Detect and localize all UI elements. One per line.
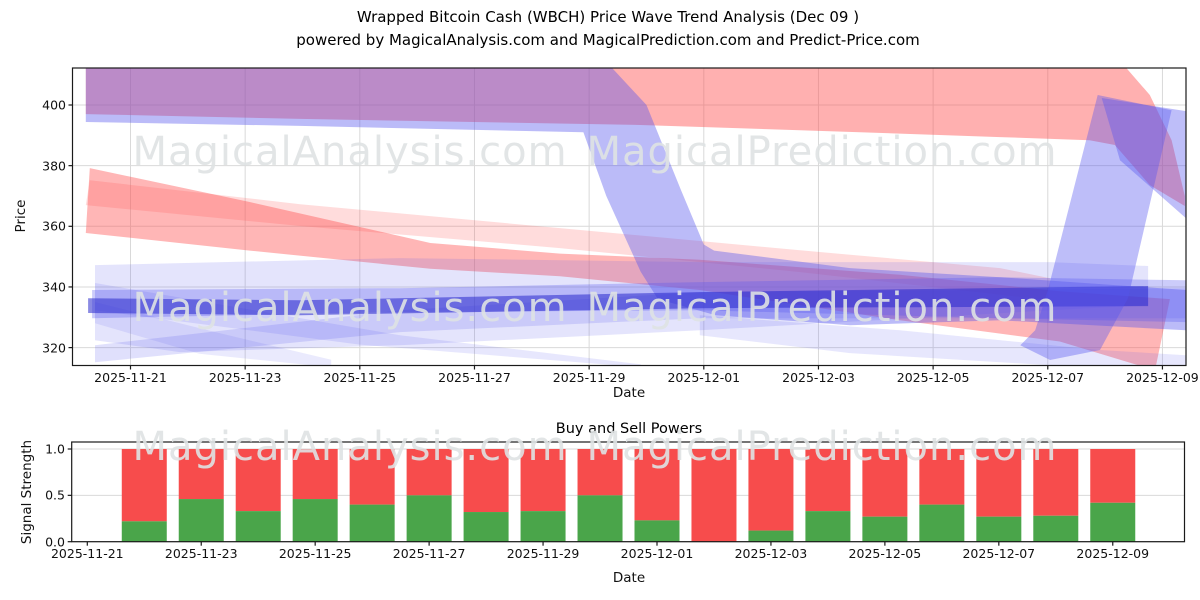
price-xtick-2025-11-25: 2025-11-25 — [323, 370, 397, 385]
sell-bar-2025-12-01 — [634, 449, 680, 521]
price-y-axis-label: Price — [13, 199, 29, 233]
band-blue-desc-light — [95, 283, 641, 366]
buy-bar-2025-11-24 — [235, 511, 281, 542]
buy-bar-2025-11-27 — [406, 495, 452, 542]
sell-bar-2025-12-02 — [691, 449, 737, 542]
signal-y-axis-label: Signal Strength — [19, 439, 35, 545]
power-xtick-2025-12-03: 2025-12-03 — [734, 546, 808, 561]
price-xtick-2025-12-09: 2025-12-09 — [1126, 370, 1199, 385]
sell-bar-2025-11-26 — [349, 449, 395, 505]
price-ytick-400: 400 — [42, 97, 66, 113]
band-red-upper-band — [85, 68, 1185, 206]
buy-bar-2025-11-23 — [178, 499, 224, 542]
sell-bar-2025-11-22 — [121, 449, 167, 522]
power-xtick-2025-11-27: 2025-11-27 — [392, 546, 466, 561]
price-xtick-2025-11-23: 2025-11-23 — [208, 370, 282, 385]
power-xtick-2025-12-09: 2025-12-09 — [1076, 546, 1150, 561]
buy-bar-2025-11-28 — [463, 512, 509, 542]
buy-bar-2025-11-22 — [121, 521, 167, 542]
sell-bar-2025-12-09 — [1090, 449, 1136, 503]
page-title: Wrapped Bitcoin Cash (WBCH) Price Wave T… — [356, 8, 860, 26]
band-blue-upper-band-with-drop — [85, 68, 1186, 331]
band-red-mid-band — [85, 168, 1170, 366]
buy-bar-2025-12-09 — [1090, 502, 1136, 542]
page-subtitle: powered by MagicalAnalysis.com and Magic… — [296, 31, 920, 49]
price-ytick-320: 320 — [42, 340, 66, 356]
power-xtick-2025-12-07: 2025-12-07 — [962, 546, 1036, 561]
band-blue-dark-core — [88, 286, 1149, 316]
sell-bar-2025-12-07 — [976, 449, 1022, 517]
buy-bar-2025-11-26 — [349, 504, 395, 542]
price-xtick-2025-12-01: 2025-12-01 — [667, 370, 741, 385]
sell-bar-2025-11-28 — [463, 449, 509, 513]
buy-bar-2025-11-29 — [520, 511, 566, 542]
buy-sell-bars — [121, 449, 1136, 542]
power-xtick-2025-11-21: 2025-11-21 — [50, 546, 124, 561]
price-xtick-2025-11-27: 2025-11-27 — [438, 370, 511, 385]
power-chart-title: Buy and Sell Powers — [555, 421, 703, 437]
price-xtick-2025-11-29: 2025-11-29 — [552, 370, 626, 385]
power-xtick-2025-11-25: 2025-11-25 — [278, 546, 352, 561]
price-wave-bands — [85, 68, 1186, 366]
power-xtick-2025-11-23: 2025-11-23 — [164, 546, 238, 561]
buy-bar-2025-12-05 — [862, 516, 908, 542]
band-blue-low-right — [699, 315, 1186, 366]
sell-bar-2025-11-30 — [577, 449, 623, 496]
buy-bar-2025-11-30 — [577, 495, 623, 542]
sell-bar-2025-12-04 — [805, 449, 851, 512]
buy-bar-2025-12-08 — [1033, 515, 1079, 542]
power-x-axis-label: Date — [612, 570, 646, 586]
sell-bar-2025-11-27 — [406, 449, 452, 496]
buy-bar-2025-11-25 — [292, 499, 338, 542]
band-blue-wisp-left — [95, 302, 332, 366]
sell-bar-2025-12-05 — [862, 449, 908, 517]
sell-bar-2025-11-25 — [292, 449, 338, 500]
price-xtick-2025-12-03: 2025-12-03 — [782, 370, 855, 385]
price-xtick-2025-12-07: 2025-12-07 — [1011, 370, 1085, 385]
price-ytick-380: 380 — [42, 158, 66, 174]
price-plot-border — [71, 67, 1187, 367]
band-blue-hook-ascending-right — [1020, 95, 1172, 360]
price-xtick-2025-12-05: 2025-12-05 — [896, 370, 970, 385]
buy-bar-2025-12-01 — [634, 520, 680, 542]
sell-bar-2025-11-29 — [520, 449, 566, 512]
power-xtick-2025-12-01: 2025-12-01 — [620, 546, 694, 561]
price-ytick-340: 340 — [42, 279, 66, 295]
price-ytick-360: 360 — [42, 218, 66, 234]
band-blue-desc-right-wedge — [1101, 98, 1186, 219]
buy-bar-2025-12-07 — [976, 516, 1022, 542]
sell-bar-2025-11-23 — [178, 449, 224, 500]
power-ytick-1.0: 1.0 — [45, 441, 65, 457]
power-xtick-2025-12-05: 2025-12-05 — [848, 546, 922, 561]
sell-bar-2025-12-06 — [919, 449, 965, 505]
sell-bar-2025-11-24 — [235, 449, 281, 512]
price-xtick-2025-11-21: 2025-11-21 — [94, 370, 167, 385]
buy-bar-2025-12-04 — [805, 511, 851, 542]
sell-bar-2025-12-08 — [1033, 449, 1079, 516]
sell-bar-2025-12-03 — [748, 449, 794, 531]
buy-bar-2025-12-06 — [919, 504, 965, 542]
price-x-axis-label: Date — [612, 385, 646, 401]
buy-bar-2025-12-03 — [748, 530, 794, 542]
power-ytick-0.5: 0.5 — [45, 487, 65, 503]
power-ytick-0.0: 0.0 — [45, 534, 65, 550]
band-red-mid-echo-band — [85, 180, 1051, 301]
power-xtick-2025-11-29: 2025-11-29 — [506, 546, 580, 561]
power-plot-border — [71, 441, 1186, 543]
